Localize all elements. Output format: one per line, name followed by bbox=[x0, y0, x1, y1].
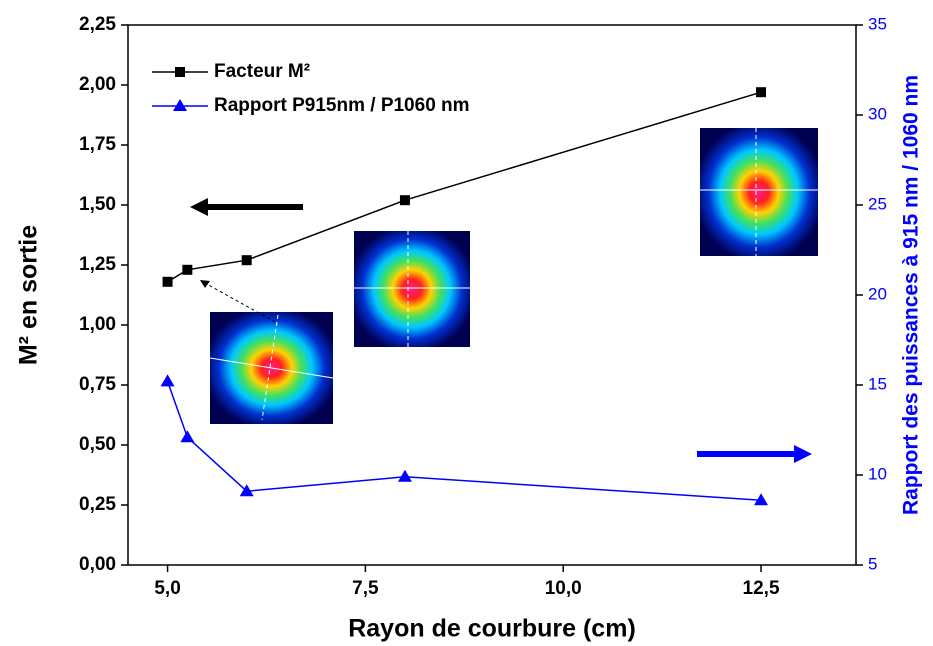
y2-tick-label: 15 bbox=[868, 374, 887, 393]
x-tick-label: 7,5 bbox=[352, 578, 379, 599]
crosshair bbox=[261, 314, 279, 421]
data-point bbox=[397, 469, 412, 482]
legend-label: Rapport P915nm / P1060 nm bbox=[214, 95, 470, 116]
legend-label: Facteur M² bbox=[214, 61, 310, 82]
data-point bbox=[162, 276, 173, 287]
y2-tick-label: 35 bbox=[868, 14, 887, 33]
x-tick-label: 10,0 bbox=[545, 578, 582, 599]
data-point bbox=[180, 430, 195, 443]
y-tick-label: 0,00 bbox=[79, 554, 116, 575]
y-tick-label: 0,50 bbox=[79, 434, 116, 455]
y-axis-title: M² en sortie bbox=[15, 225, 43, 365]
y-tick-label: 0,25 bbox=[79, 494, 116, 515]
data-point bbox=[399, 195, 410, 206]
y-tick-label: 2,00 bbox=[79, 74, 116, 95]
y2-tick-label: 30 bbox=[868, 104, 887, 123]
data-point bbox=[754, 493, 769, 506]
axis-arrows bbox=[190, 198, 812, 463]
data-point bbox=[239, 484, 254, 497]
y2-tick-label: 20 bbox=[868, 284, 887, 303]
y-tick-label: 0,75 bbox=[79, 374, 116, 395]
pointer bbox=[204, 282, 276, 323]
data-point bbox=[241, 255, 252, 266]
y2-tick-label: 5 bbox=[868, 554, 877, 573]
arrow-head bbox=[190, 198, 208, 216]
y2-axis-title: Rapport des puissances à 915 nm / 1060 n… bbox=[900, 75, 923, 515]
legend-marker bbox=[175, 67, 185, 77]
pointer-head bbox=[200, 280, 210, 288]
y2-tick-label: 25 bbox=[868, 194, 887, 213]
y-tick-label: 1,25 bbox=[79, 254, 116, 275]
beam-image bbox=[700, 128, 818, 256]
data-point bbox=[756, 87, 767, 98]
y2-tick-label: 10 bbox=[868, 464, 887, 483]
x-tick-label: 5,0 bbox=[154, 578, 180, 599]
legend-marker bbox=[173, 99, 187, 111]
x-axis-title: Rayon de courbure (cm) bbox=[348, 615, 636, 643]
crosshair bbox=[209, 357, 334, 379]
y-tick-label: 1,50 bbox=[79, 194, 116, 215]
x-tick-label: 12,5 bbox=[743, 578, 780, 599]
data-point bbox=[160, 374, 175, 387]
y-tick-label: 1,00 bbox=[79, 314, 116, 335]
beam-images bbox=[200, 128, 818, 424]
y-tick-label: 1,75 bbox=[79, 134, 116, 155]
beam-image bbox=[354, 231, 470, 347]
arrow-head bbox=[794, 445, 812, 463]
data-point bbox=[182, 264, 193, 275]
y-tick-label: 2,25 bbox=[79, 14, 116, 35]
